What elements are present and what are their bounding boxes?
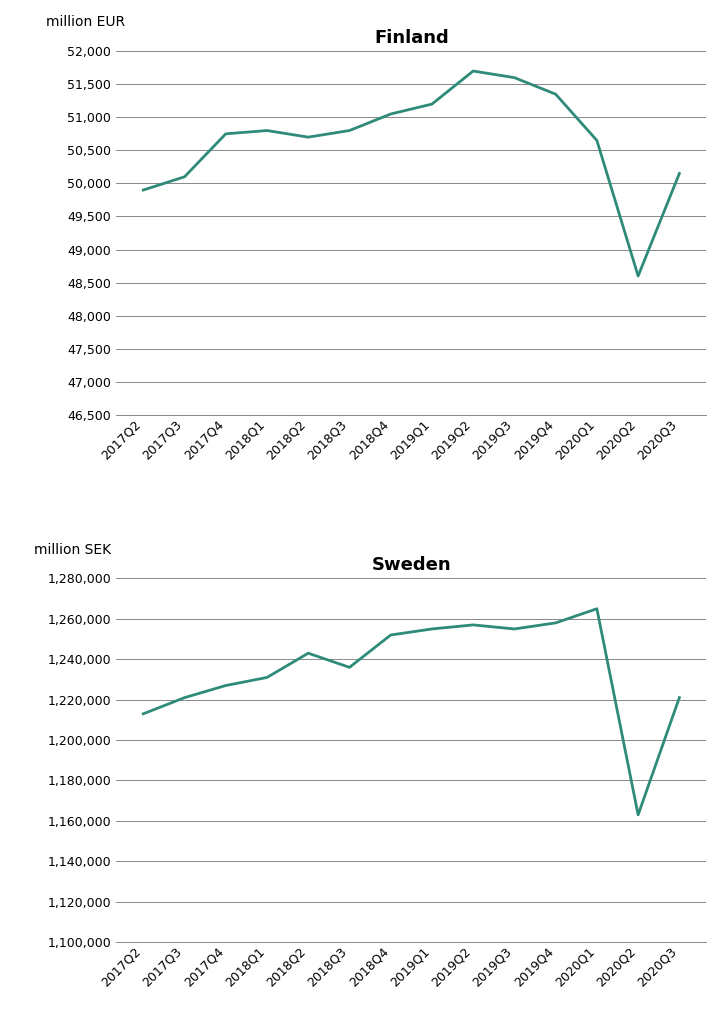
Text: million SEK: million SEK [34,543,111,557]
Title: Sweden: Sweden [371,556,451,574]
Text: million EUR: million EUR [46,15,124,30]
Title: Finland: Finland [374,29,448,47]
